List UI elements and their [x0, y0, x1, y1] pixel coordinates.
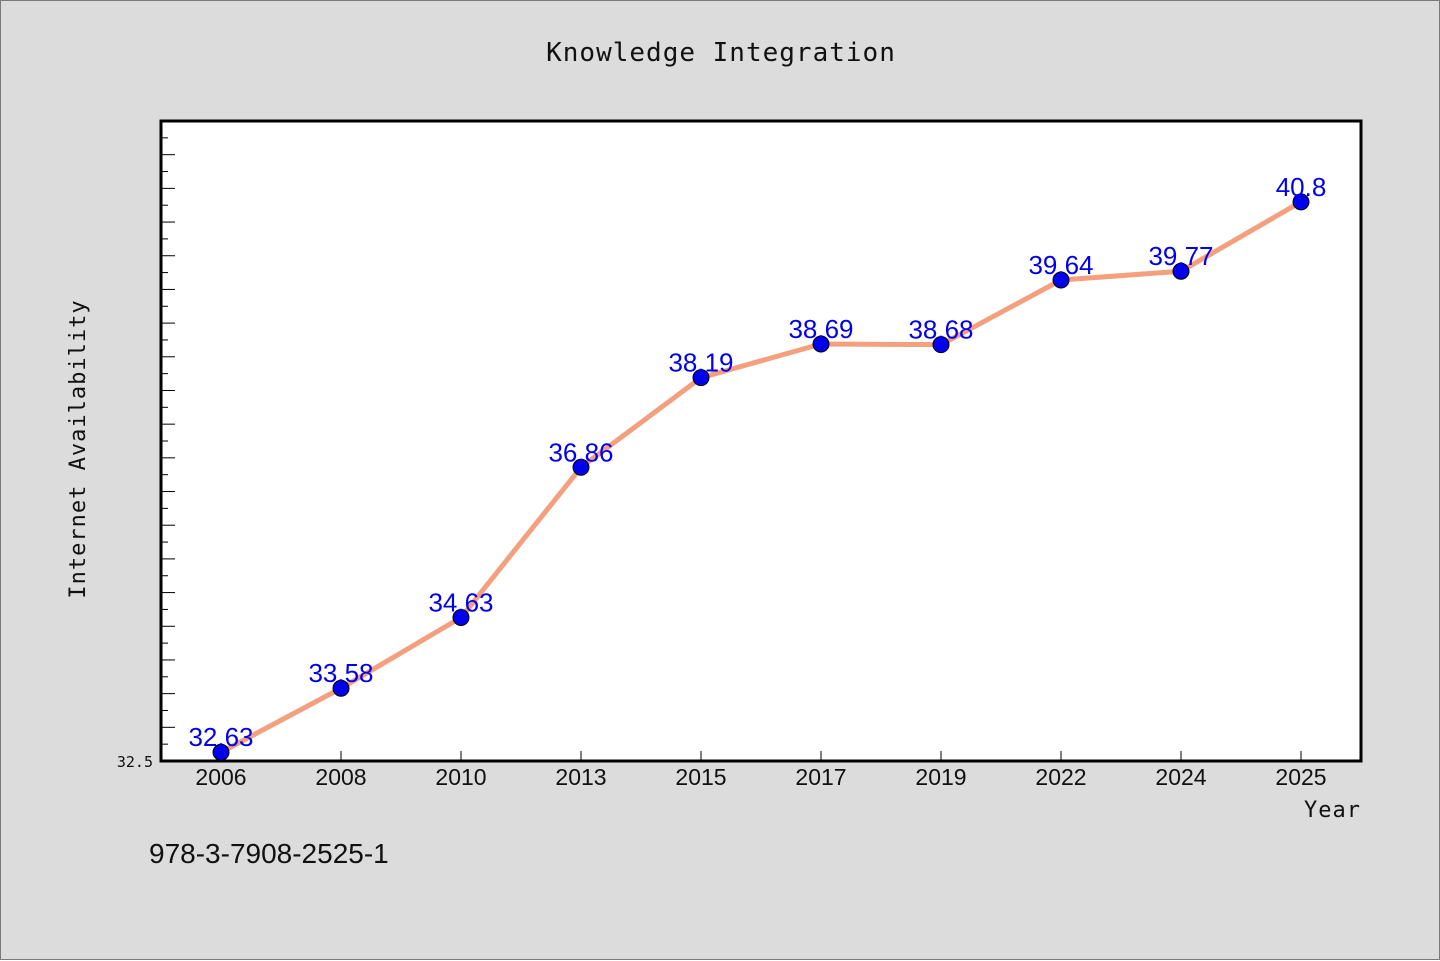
data-point: [932, 336, 950, 354]
x-tick-label: 2017: [795, 764, 846, 790]
x-tick-label: 2013: [555, 764, 606, 790]
data-point: [1292, 193, 1310, 211]
x-axis-label: Year: [1304, 798, 1361, 823]
data-label: 39.77: [1148, 241, 1213, 271]
data-point: [212, 743, 230, 761]
y-axis-label: Internet Availability: [66, 299, 91, 598]
data-label: 32.63: [188, 722, 253, 752]
y-tick-label-min: 32.5: [117, 753, 153, 771]
x-tick-label: 2006: [195, 764, 246, 790]
data-point: [1052, 271, 1070, 289]
data-point: [332, 679, 350, 697]
x-tick-label: 2022: [1035, 764, 1086, 790]
plot-area: [159, 119, 1363, 763]
data-point: [1172, 262, 1190, 280]
x-tick-label: 2019: [915, 764, 966, 790]
series-line: [218, 199, 1304, 755]
chart-title: Knowledge Integration: [546, 38, 896, 68]
x-tick-label: 2008: [315, 764, 366, 790]
series-line-group: 32.63 33.58 34.63 36.86 38.19 38.69 38.68 39.64…: [188, 172, 1327, 761]
data-point: [572, 458, 590, 476]
x-tick-label: 2025: [1275, 764, 1326, 790]
x-axis-ticks: 2006 2008 2010 2013 2015 2017 2019 2022 2024 2025: [195, 751, 1327, 790]
y-axis-ticks: [161, 120, 175, 762]
data-label: 39.64: [1028, 250, 1093, 280]
data-point: [692, 369, 710, 387]
data-label: 38.19: [668, 348, 733, 378]
data-label: 36.86: [548, 437, 613, 467]
data-label: 33.58: [308, 658, 373, 688]
data-point: [812, 335, 830, 353]
data-point: [452, 609, 470, 627]
x-tick-label: 2010: [435, 764, 486, 790]
x-tick-label: 2024: [1155, 764, 1206, 790]
x-tick-label: 2015: [675, 764, 726, 790]
data-label: 34.63: [428, 588, 493, 618]
data-label: 38.68: [908, 315, 973, 345]
data-label: 40.8: [1276, 172, 1327, 202]
data-label: 38.69: [788, 314, 853, 344]
footer-isbn: 978-3-7908-2525-1: [149, 838, 389, 869]
